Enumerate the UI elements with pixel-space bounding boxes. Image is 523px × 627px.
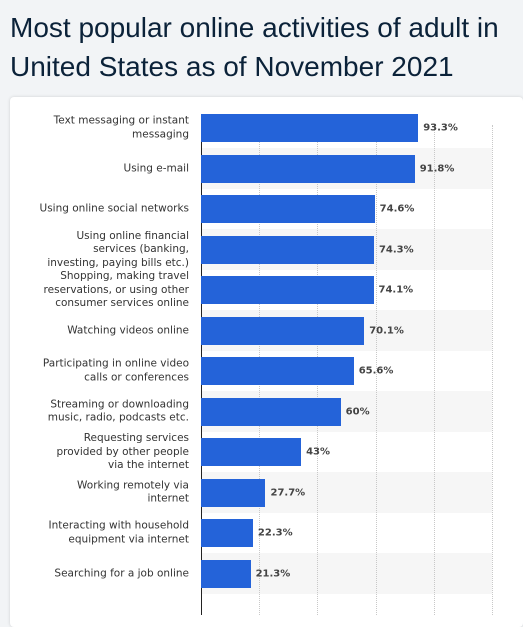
- category-label: Watching videos online: [67, 323, 189, 336]
- value-label: 21.3%: [255, 568, 291, 579]
- value-label: 27.7%: [270, 487, 306, 498]
- category-label: Text messaging or instant messaging: [53, 114, 189, 141]
- chart-title: Most popular online activities of adult …: [10, 12, 499, 82]
- category-label: Searching for a job online: [54, 566, 189, 579]
- category-label: Participating in online video calls or c…: [42, 357, 189, 384]
- grid-line: [433, 125, 435, 615]
- value-label: 60%: [345, 406, 370, 417]
- bar: [201, 438, 302, 466]
- category-label: Shopping, making travel reservations, or…: [43, 269, 189, 309]
- bar: [201, 519, 253, 547]
- category-label: Using online social networks: [39, 202, 189, 215]
- value-label: 93.3%: [423, 122, 458, 134]
- grid-line: [492, 125, 493, 615]
- value-label: 74.6%: [379, 203, 415, 215]
- value-label: 91.8%: [419, 163, 455, 174]
- value-label: 65.6%: [358, 365, 394, 377]
- value-label: 74.1%: [378, 284, 414, 296]
- bar: [201, 195, 375, 223]
- chart-card: Text messaging or instant messaging 93.3%…: [10, 97, 523, 627]
- bar: [201, 114, 419, 142]
- bar: [201, 357, 354, 385]
- bar: [201, 478, 266, 507]
- category-label: Using online financial services (banking…: [47, 229, 189, 269]
- bar: [201, 316, 365, 345]
- category-label: Requesting services provided by other pe…: [56, 431, 189, 471]
- bar: [201, 276, 374, 304]
- grid-line: [375, 125, 377, 615]
- page: Most popular online activities of adult …: [10, 12, 523, 627]
- value-label: 70.1%: [369, 325, 404, 336]
- bar: [201, 397, 341, 426]
- bar: [201, 559, 251, 588]
- category-label: Streaming or downloading music, radio, p…: [47, 398, 189, 424]
- bar: [201, 235, 374, 264]
- category-label: Working remotely via internet: [77, 479, 189, 505]
- category-label: Using e-mail: [123, 161, 189, 174]
- value-label: 74.3%: [378, 244, 414, 255]
- value-label: 22.3%: [257, 527, 293, 539]
- category-label: Interacting with household equipment via…: [48, 519, 189, 546]
- value-label: 43%: [306, 446, 331, 458]
- bar: [201, 154, 415, 183]
